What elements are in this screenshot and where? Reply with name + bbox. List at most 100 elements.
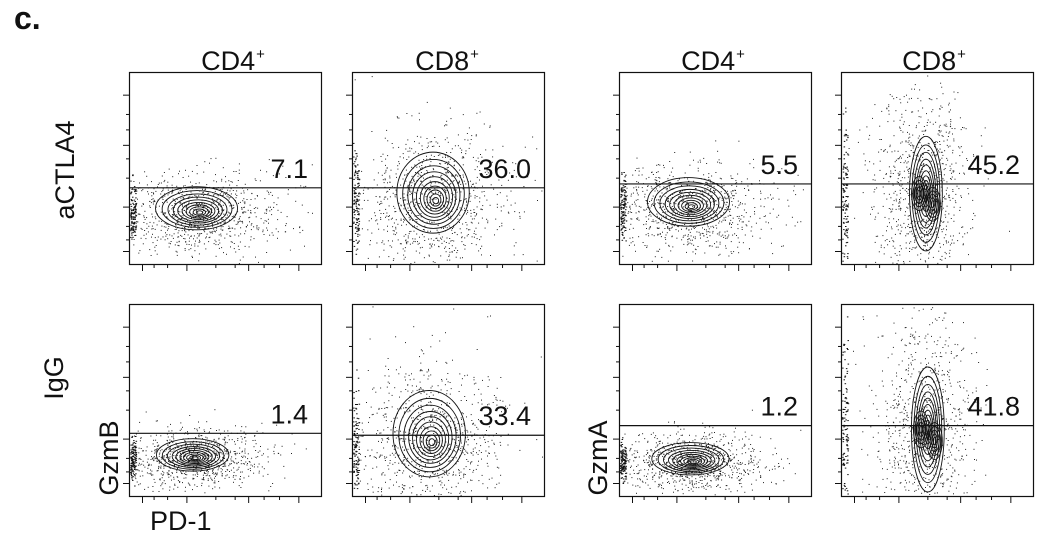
event-dot [242, 439, 243, 440]
event-dot [162, 471, 163, 472]
event-dot [414, 200, 415, 201]
event-dot [421, 172, 422, 173]
event-dot [241, 193, 242, 194]
event-dot [905, 215, 906, 216]
event-dot [948, 197, 949, 198]
event-dot [645, 245, 646, 246]
event-dot [167, 185, 168, 186]
event-dot [951, 173, 952, 174]
event-dot [955, 99, 956, 100]
event-dot [131, 222, 133, 223]
event-dot [214, 487, 215, 488]
event-dot [433, 175, 434, 176]
event-dot [695, 238, 696, 239]
event-dot [452, 251, 453, 252]
event-dot [144, 171, 145, 172]
event-dot [524, 211, 525, 212]
event-dot [193, 479, 194, 480]
event-dot [687, 202, 688, 203]
event-dot [412, 182, 413, 183]
event-dot [172, 460, 173, 461]
event-dot [846, 222, 848, 223]
event-dot [630, 212, 631, 213]
event-dot [426, 159, 427, 160]
event-dot [739, 216, 740, 217]
event-dot [160, 485, 161, 486]
event-dot [448, 172, 449, 173]
event-dot [657, 190, 658, 191]
event-dot [477, 196, 478, 197]
event-dot [239, 173, 240, 174]
event-dot [671, 236, 672, 237]
event-dot [631, 212, 632, 213]
event-dot [890, 145, 891, 146]
event-dot [691, 196, 692, 197]
event-dot [955, 194, 956, 195]
event-dot [163, 468, 164, 469]
event-dot [242, 472, 243, 473]
event-dot [898, 158, 899, 159]
event-dot [185, 491, 186, 492]
event-dot [747, 178, 748, 179]
event-dot [635, 251, 636, 252]
event-dot [885, 149, 886, 150]
event-dot [147, 472, 148, 473]
event-dot [620, 230, 622, 231]
event-dot [204, 456, 205, 457]
event-dot [184, 440, 185, 441]
event-dot [227, 474, 228, 475]
event-dot [162, 197, 163, 198]
event-dot [943, 141, 944, 142]
event-dot [902, 154, 903, 155]
event-dot [475, 195, 476, 196]
event-dot [178, 245, 179, 246]
event-dot [741, 215, 742, 216]
event-dot [450, 159, 451, 160]
event-dot [461, 232, 462, 233]
event-dot [170, 448, 171, 449]
event-dot [951, 179, 952, 180]
event-dot [405, 257, 406, 258]
event-dot [237, 440, 238, 441]
event-dot [981, 135, 982, 136]
event-dot [905, 161, 906, 162]
event-dot [950, 126, 951, 127]
event-dot [155, 216, 156, 217]
event-dot [410, 263, 411, 264]
event-dot [403, 179, 404, 180]
event-dot [186, 448, 187, 449]
event-dot [134, 212, 136, 213]
event-dot [706, 163, 707, 164]
event-dot [440, 195, 441, 196]
event-dot [234, 441, 235, 442]
event-dot [715, 140, 716, 141]
event-dot [134, 474, 136, 475]
event-dot [898, 151, 899, 152]
event-dot [390, 245, 391, 246]
event-dot [233, 205, 234, 206]
event-dot [406, 242, 407, 243]
event-dot [719, 232, 720, 233]
event-dot [951, 218, 952, 219]
event-dot [909, 227, 910, 228]
event-dot [490, 255, 491, 256]
event-dot [725, 238, 726, 239]
event-dot [132, 200, 134, 201]
event-dot [962, 226, 963, 227]
event-dot [932, 155, 933, 156]
event-dot [844, 146, 846, 147]
event-dot [674, 225, 675, 226]
event-dot [900, 245, 901, 246]
event-dot [157, 240, 158, 241]
event-dot [409, 148, 410, 149]
event-dot [714, 186, 715, 187]
event-dot [192, 185, 193, 186]
event-dot [247, 189, 248, 190]
event-dot [235, 252, 236, 253]
event-dot [181, 429, 182, 430]
event-dot [453, 194, 454, 195]
event-dot [169, 169, 170, 170]
event-dot [949, 112, 950, 113]
figure-page: { "figure": { "panel_label": "c.", "x_ax… [0, 0, 1040, 525]
event-dot [743, 242, 744, 243]
